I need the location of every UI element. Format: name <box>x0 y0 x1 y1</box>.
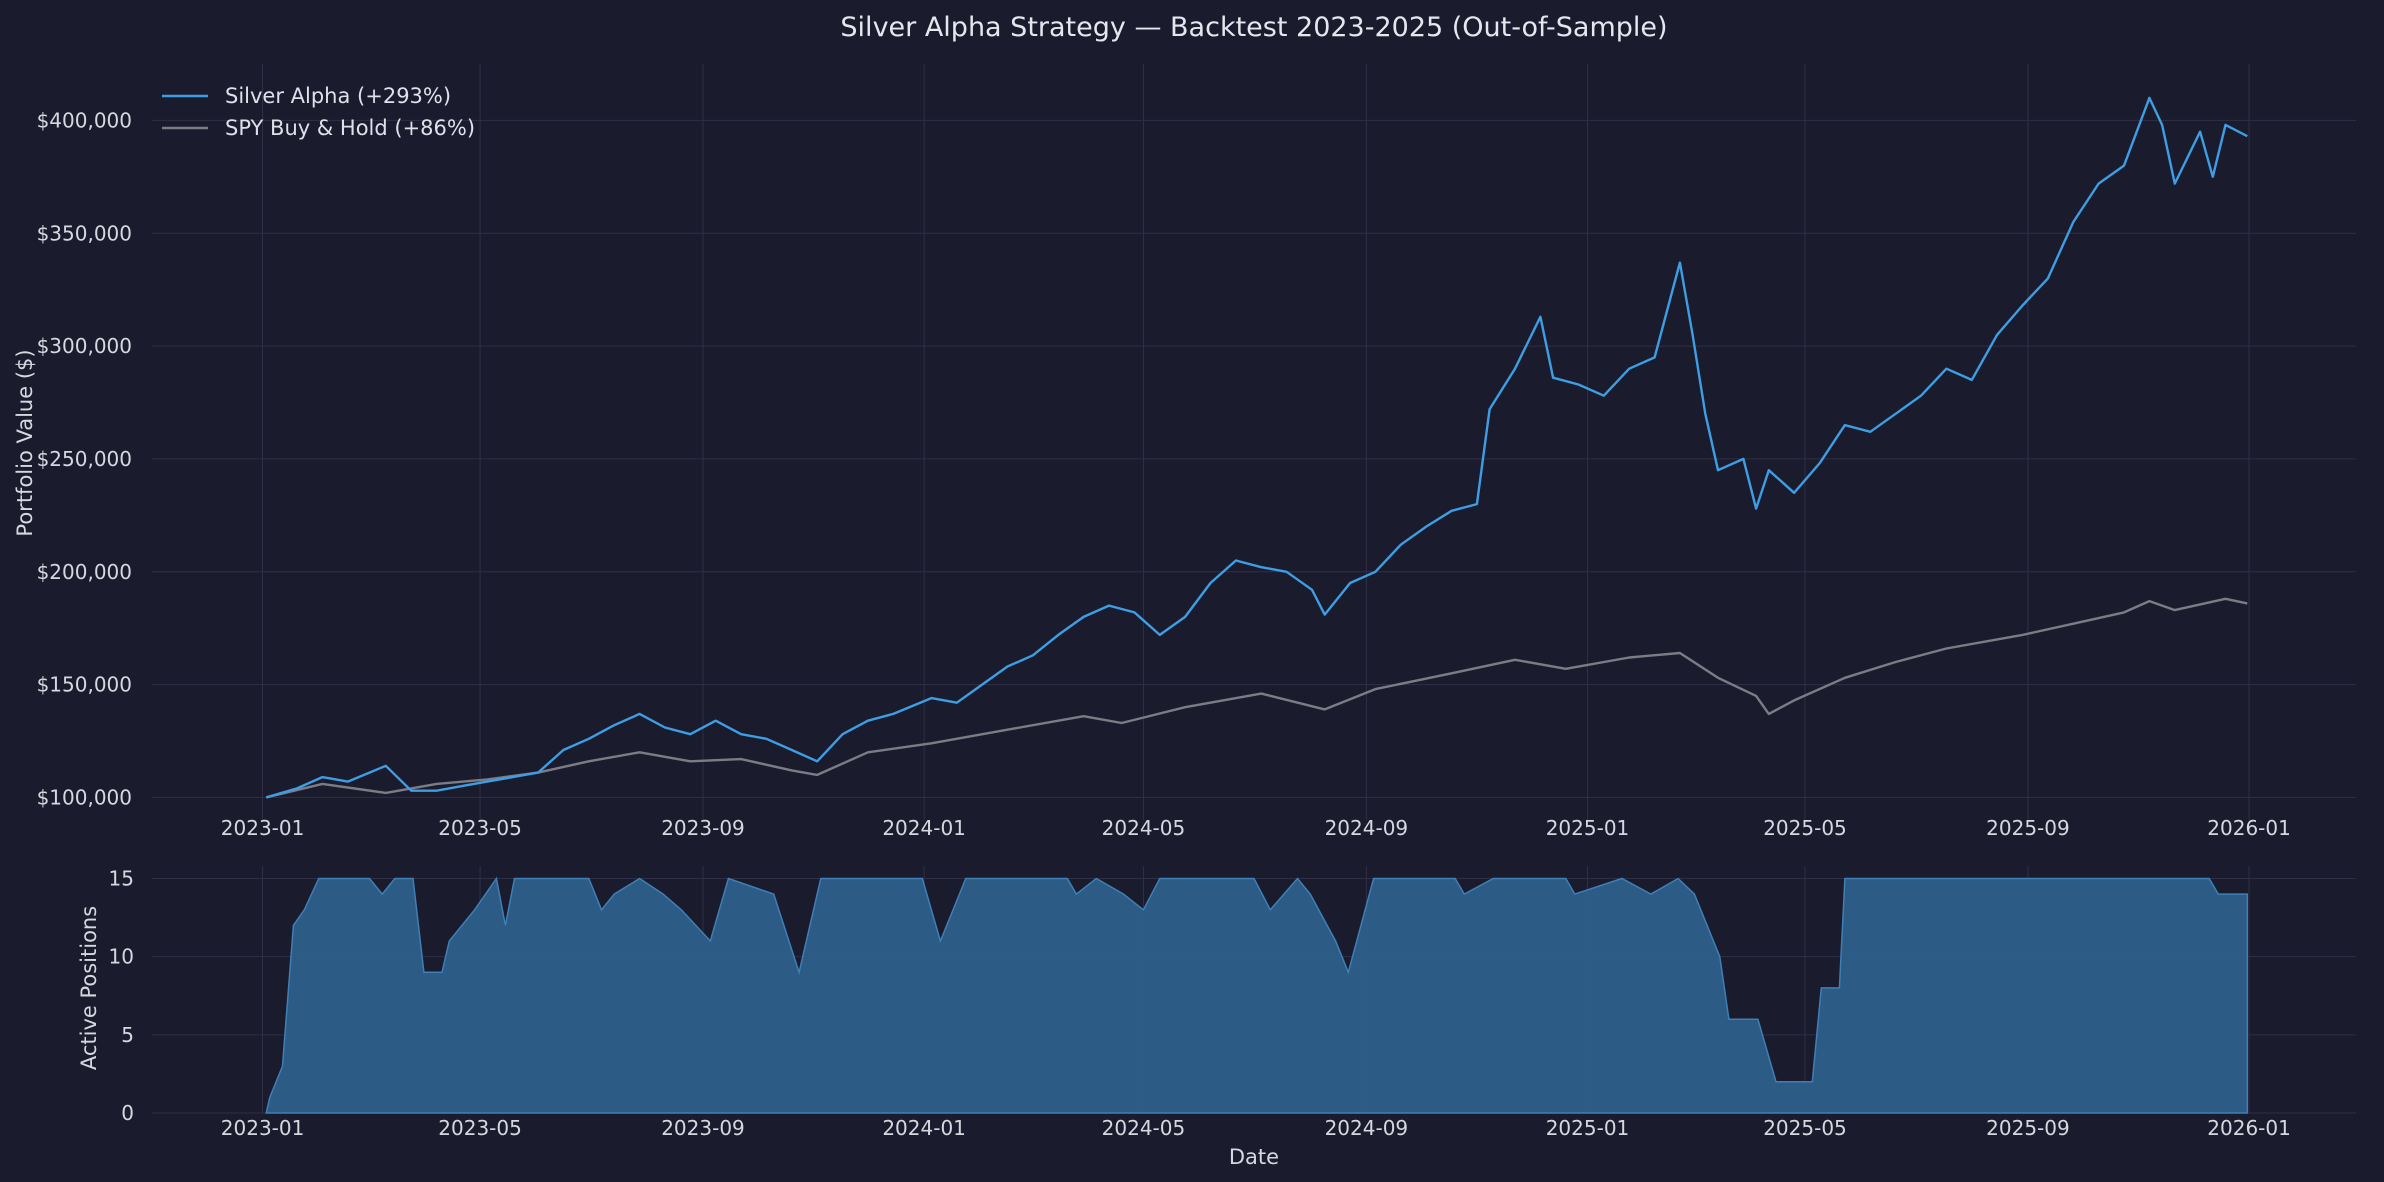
bottom-x-tick-label: 2025-09 <box>1986 1116 2070 1140</box>
top-x-tick-label: 2023-01 <box>221 816 305 840</box>
top-x-tick-label: 2024-01 <box>882 816 966 840</box>
bottom-x-tick-label: 2024-09 <box>1325 1116 1409 1140</box>
bottom-x-tick-label: 2023-09 <box>661 1116 745 1140</box>
legend-label-spy: SPY Buy & Hold (+86%) <box>225 116 475 140</box>
x-axis-label: Date <box>1229 1145 1279 1169</box>
top-y-axis-label: Portfolio Value ($) <box>13 349 37 536</box>
top-y-tick-label: $250,000 <box>37 447 132 471</box>
top-x-tick-label: 2025-05 <box>1763 816 1847 840</box>
bottom-x-tick-label: 2023-01 <box>221 1116 305 1140</box>
bottom-y-axis-label: Active Positions <box>77 906 101 1070</box>
legend: Silver Alpha (+293%) SPY Buy & Hold (+86… <box>162 84 475 140</box>
chart-title: Silver Alpha Strategy — Backtest 2023-20… <box>840 12 1667 43</box>
bottom-y-tick-label: 0 <box>121 1101 134 1125</box>
bottom-y-tick-label: 10 <box>109 945 134 969</box>
top-y-tick-label: $100,000 <box>37 785 132 809</box>
bottom-y-tick-label: 5 <box>121 1023 134 1047</box>
top-x-tick-label: 2025-01 <box>1546 816 1630 840</box>
series-line-spy <box>265 597 2248 799</box>
series-line-silver-alpha <box>265 96 2248 799</box>
bottom-x-tick-label: 2026-01 <box>2207 1116 2291 1140</box>
top-x-tick-label: 2026-01 <box>2207 816 2291 840</box>
top-y-tick-label: $400,000 <box>37 108 132 132</box>
top-y-tick-label: $200,000 <box>37 560 132 584</box>
bottom-y-tick-label: 15 <box>109 867 134 891</box>
bottom-x-tick-label: 2023-05 <box>438 1116 522 1140</box>
legend-label-silver-alpha: Silver Alpha (+293%) <box>225 84 451 108</box>
top-x-tick-label: 2024-09 <box>1325 816 1409 840</box>
top-x-tick-label: 2024-05 <box>1102 816 1186 840</box>
top-y-tick-label: $150,000 <box>37 673 132 697</box>
top-y-tick-label: $300,000 <box>37 334 132 358</box>
bottom-x-tick-label: 2024-01 <box>882 1116 966 1140</box>
top-x-tick-label: 2025-09 <box>1986 816 2070 840</box>
top-x-tick-label: 2023-09 <box>661 816 745 840</box>
bottom-x-tick-label: 2025-01 <box>1546 1116 1630 1140</box>
active-positions-area <box>265 876 2249 1114</box>
top-x-tick-label: 2023-05 <box>438 816 522 840</box>
bottom-x-tick-label: 2025-05 <box>1763 1116 1847 1140</box>
bottom-x-tick-label: 2024-05 <box>1102 1116 1186 1140</box>
top-y-tick-label: $350,000 <box>37 221 132 245</box>
